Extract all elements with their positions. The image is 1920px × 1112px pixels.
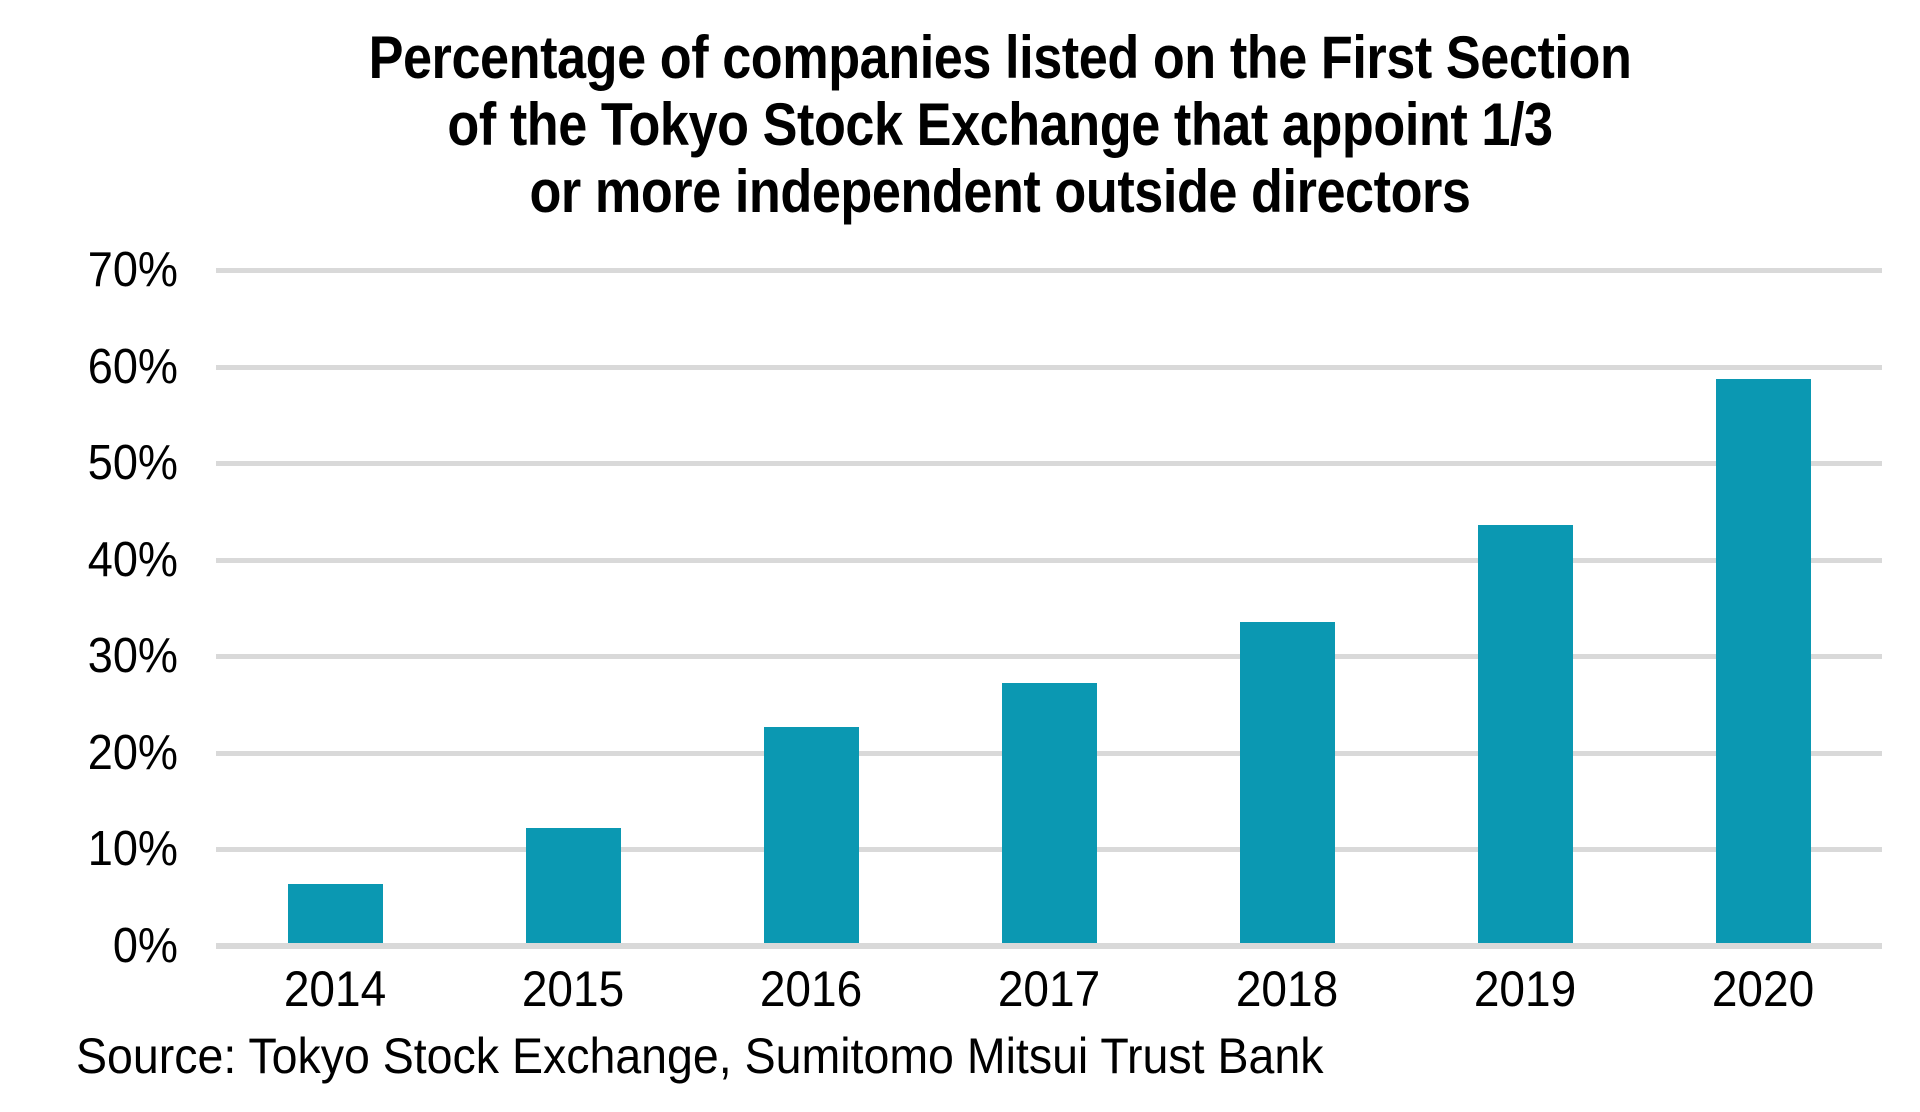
chart-title-line-1: Percentage of companies listed on the Fi… [368,24,1632,91]
gridline-60 [216,364,1882,370]
x-axis-label-2014: 2014 [283,961,387,1017]
y-axis-tick-label-60: 60% [87,339,178,394]
y-axis-tick-label-20: 20% [87,725,178,780]
x-axis-label-2019: 2019 [1473,961,1577,1017]
bar-2014 [287,884,383,946]
x-axis-baseline [216,943,1882,949]
x-axis-label-2016: 2016 [759,961,863,1017]
x-axis-label-2020: 2020 [1711,961,1815,1017]
gridline-50 [216,461,1882,467]
y-axis-tick-label-0: 0% [112,919,178,973]
x-axis-label-2018: 2018 [1235,961,1339,1017]
bar-2018 [1239,621,1335,946]
chart-title: Percentage of companies listed on the Fi… [80,24,1920,225]
bar-2016 [763,726,859,946]
x-axis-label-2017: 2017 [997,961,1101,1017]
plot-area [216,268,1882,949]
y-axis-tick-label-30: 30% [87,629,178,684]
y-axis-tick-label-70: 70% [87,243,178,297]
bar-2020 [1715,379,1811,946]
bar-2017 [1001,683,1097,946]
gridline-70 [216,268,1882,273]
gridline-30 [216,654,1882,660]
x-axis-label-2015: 2015 [521,961,625,1017]
y-axis-tick-label-40: 40% [87,532,178,587]
chart-title-line-2: of the Tokyo Stock Exchange that appoint… [447,91,1553,158]
bar-2015 [525,828,621,946]
bar-2019 [1477,524,1573,946]
source-note: Source: Tokyo Stock Exchange, Sumitomo M… [76,1028,1324,1084]
gridline-40 [216,557,1882,563]
y-axis-tick-label-10: 10% [87,822,178,877]
chart-title-line-3: or more independent outside directors [529,158,1471,225]
y-axis-tick-label-50: 50% [87,436,178,491]
